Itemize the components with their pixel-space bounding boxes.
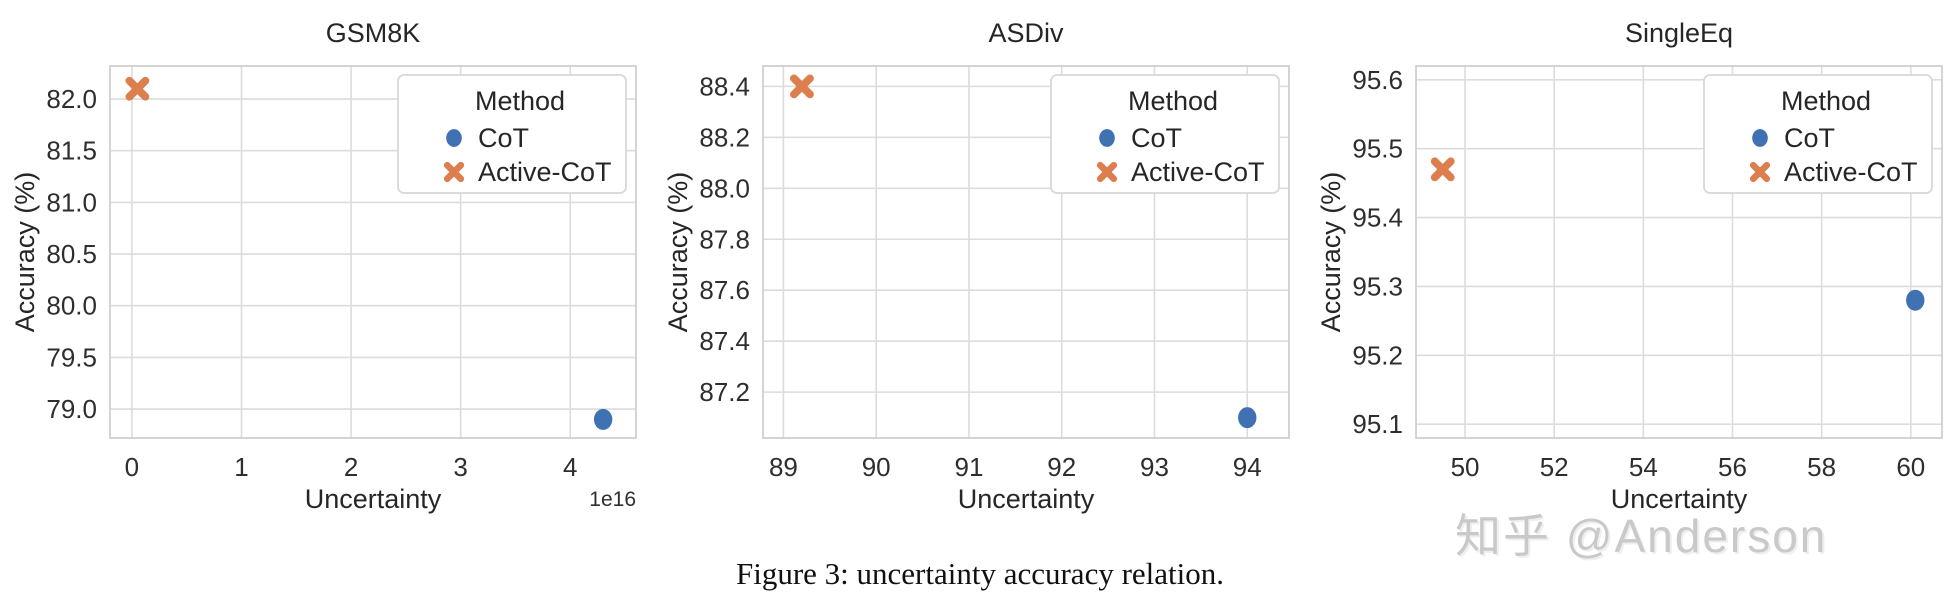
y-tick-label: 79.0 xyxy=(46,394,97,424)
y-axis-label: Accuracy (%) xyxy=(1316,172,1346,333)
y-tick-label: 95.1 xyxy=(1352,409,1403,439)
x-marker-stroke xyxy=(1749,161,1771,183)
chart-title: GSM8K xyxy=(326,18,421,48)
y-axis-label: Accuracy (%) xyxy=(663,172,693,333)
legend: Method CoT Active-CoT xyxy=(1050,74,1280,194)
x-tick-label: 60 xyxy=(1896,452,1925,482)
y-tick-label: 87.6 xyxy=(699,275,750,305)
chart-panel-asdiv: ASDiv 89 90 91 92 93 94 87.2 87.4 87.6 87.8 88.0 88.… xyxy=(653,0,1306,520)
legend-box xyxy=(1050,74,1280,194)
legend-label: Active-CoT xyxy=(478,157,612,187)
legend-marker-cot xyxy=(1752,129,1768,147)
x-tick-label: 1 xyxy=(234,452,248,482)
chart-panel-singleeq: SingleEq 50 52 54 56 58 60 95.1 95.2 95.3 95.4 95.5… xyxy=(1306,0,1959,520)
axes-border xyxy=(109,65,637,439)
legend-label: Active-CoT xyxy=(1131,157,1265,187)
x-marker-stroke xyxy=(1096,161,1118,183)
x-tick-label: 89 xyxy=(769,452,798,482)
x-axis-label: Uncertainty xyxy=(1611,484,1748,514)
legend-label: Active-CoT xyxy=(1784,157,1918,187)
data-point-cot xyxy=(593,408,613,430)
x-tick-label: 4 xyxy=(563,452,577,482)
figure-caption: Figure 3: uncertainty accuracy relation. xyxy=(735,556,1225,591)
y-axis-label: Accuracy (%) xyxy=(10,172,40,333)
y-tick-label: 87.8 xyxy=(699,224,750,254)
legend-box xyxy=(1703,74,1933,194)
legend: Method CoT Active-CoT xyxy=(1703,74,1933,194)
x-tick-label: 58 xyxy=(1807,452,1836,482)
singleeq-scatter-chart: SingleEq 50 52 54 56 58 60 95.1 95.2 95.3 95.4 95.5… xyxy=(1316,18,1943,514)
legend-title: Method xyxy=(475,86,565,116)
x-tick-label: 91 xyxy=(954,452,983,482)
chart-title: SingleEq xyxy=(1625,18,1733,48)
legend-label: CoT xyxy=(478,123,529,153)
x-tick-label: 52 xyxy=(1540,452,1569,482)
chart-title: ASDiv xyxy=(988,18,1064,48)
legend-box xyxy=(397,74,627,194)
x-tick-label: 92 xyxy=(1047,452,1076,482)
legend-title: Method xyxy=(1128,86,1218,116)
y-tick-label: 95.5 xyxy=(1352,134,1403,164)
y-tick-label: 95.2 xyxy=(1352,340,1403,370)
x-marker-stroke xyxy=(125,76,150,101)
x-axis-label: Uncertainty xyxy=(958,484,1095,514)
data-point-cot xyxy=(1238,407,1257,429)
y-tick-label: 81.0 xyxy=(46,187,97,217)
legend-marker-cot xyxy=(1099,129,1115,147)
x-axis-label: Uncertainty xyxy=(305,484,442,514)
y-tick-label: 87.4 xyxy=(699,326,750,356)
data-point-active-cot xyxy=(125,76,150,101)
x-tick-label: 56 xyxy=(1718,452,1747,482)
y-tick-label: 82.0 xyxy=(46,84,97,114)
data-point-cot xyxy=(1906,289,1925,311)
y-tick-label: 81.5 xyxy=(46,136,97,166)
y-tick-label: 95.3 xyxy=(1352,271,1403,301)
x-tick-label: 54 xyxy=(1629,452,1658,482)
chart-panel-gsm8k: GSM8K 0 1 2 3 4 79.0 79.5 80.0 80.5 81.0 81.5 82.0 Un… xyxy=(0,0,653,520)
x-marker-stroke xyxy=(1430,157,1455,182)
asdiv-scatter-chart: ASDiv 89 90 91 92 93 94 87.2 87.4 87.6 87.8 88.0 88.… xyxy=(663,18,1290,514)
x-marker-stroke xyxy=(790,74,814,99)
data-point-active-cot xyxy=(790,74,814,99)
x-tick-label: 3 xyxy=(453,452,467,482)
x-tick-label: 2 xyxy=(344,452,358,482)
y-tick-label: 80.0 xyxy=(46,291,97,321)
legend-marker-active-cot xyxy=(443,161,465,183)
legend-marker-cot xyxy=(446,129,462,147)
x-tick-label: 50 xyxy=(1451,452,1480,482)
y-tick-label: 88.4 xyxy=(699,71,750,101)
y-tick-label: 79.5 xyxy=(46,342,97,372)
x-tick-label: 94 xyxy=(1233,452,1262,482)
axes-border xyxy=(762,65,1290,439)
y-tick-label: 95.4 xyxy=(1352,203,1403,233)
x-tick-label: 90 xyxy=(862,452,891,482)
y-tick-label: 87.2 xyxy=(699,377,750,407)
legend-label: CoT xyxy=(1784,123,1835,153)
legend: Method CoT Active-CoT xyxy=(397,74,627,194)
x-marker-stroke xyxy=(443,161,465,183)
gsm8k-scatter-chart: GSM8K 0 1 2 3 4 79.0 79.5 80.0 80.5 81.0 81.5 82.0 Un… xyxy=(10,18,637,514)
legend-label: CoT xyxy=(1131,123,1182,153)
x-offset-label: 1e16 xyxy=(589,488,636,511)
axes-border xyxy=(1415,65,1943,439)
watermark-zhihu-anderson: 知乎 @Anderson xyxy=(1455,510,1828,562)
y-tick-label: 88.2 xyxy=(699,122,750,152)
legend-title: Method xyxy=(1781,86,1871,116)
data-point-active-cot xyxy=(1430,157,1455,182)
y-tick-label: 88.0 xyxy=(699,173,750,203)
y-tick-label: 95.6 xyxy=(1352,65,1403,95)
x-tick-label: 93 xyxy=(1140,452,1169,482)
legend-marker-active-cot xyxy=(1749,161,1771,183)
x-tick-label: 0 xyxy=(125,452,139,482)
y-tick-label: 80.5 xyxy=(46,239,97,269)
charts-row: GSM8K 0 1 2 3 4 79.0 79.5 80.0 80.5 81.0 81.5 82.0 Un… xyxy=(0,0,1959,520)
legend-marker-active-cot xyxy=(1096,161,1118,183)
